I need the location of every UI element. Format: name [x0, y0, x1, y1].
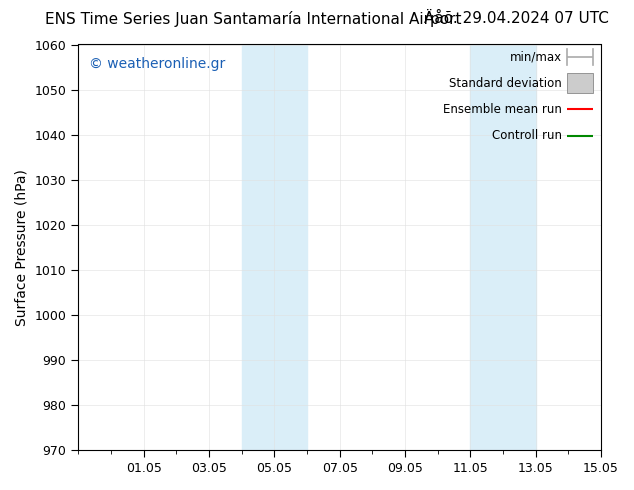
Text: Standard deviation: Standard deviation [449, 76, 562, 90]
Bar [470, 45, 536, 450]
Bar [567, 73, 593, 93]
Text: min/max: min/max [510, 50, 562, 63]
Text: Controll run: Controll run [492, 129, 562, 142]
Text: Ensemble mean run: Ensemble mean run [443, 103, 562, 116]
Text: © weatheronline.gr: © weatheronline.gr [89, 57, 225, 71]
Text: ENS Time Series Juan Santamaría International Airport: ENS Time Series Juan Santamaría Internat… [46, 11, 462, 27]
Text: Äåõ. 29.04.2024 07 UTC: Äåõ. 29.04.2024 07 UTC [424, 11, 609, 26]
Y-axis label: Surface Pressure (hPa): Surface Pressure (hPa) [15, 169, 29, 326]
Bar [242, 45, 307, 450]
